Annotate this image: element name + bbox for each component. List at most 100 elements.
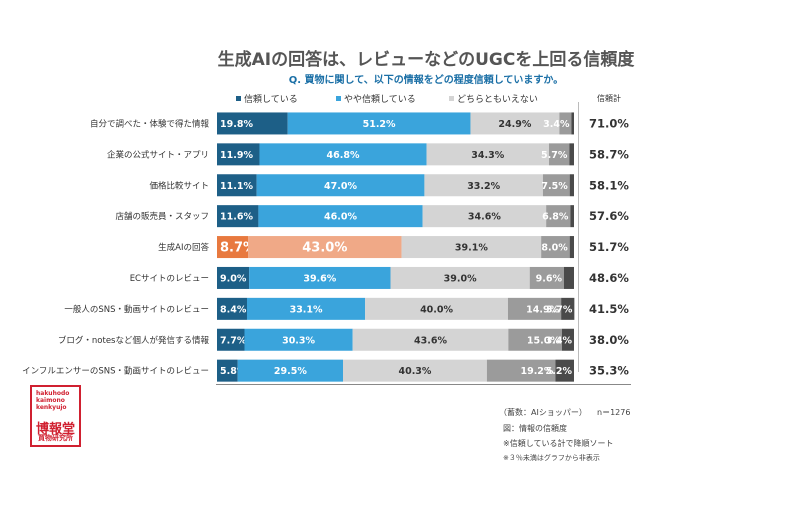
bar-segment <box>217 143 260 166</box>
category-label: 一般人のSNS・動画サイトのレビュー <box>64 304 209 315</box>
bar-segment <box>426 143 550 166</box>
data-label: 30.3% <box>282 335 315 346</box>
bar-segment <box>258 205 423 228</box>
bar-segment <box>486 359 556 382</box>
data-label: 34.6% <box>468 212 501 223</box>
bar-segment <box>561 328 574 351</box>
logo-main: 博報堂 <box>35 422 75 437</box>
bar-segment <box>549 143 570 166</box>
data-label: 39.6% <box>303 273 336 284</box>
bar-segment <box>424 174 543 197</box>
bar-segment <box>259 143 427 166</box>
data-label: 47.0% <box>324 181 357 192</box>
data-label: 43.0% <box>302 241 347 256</box>
legend-item-neutral: どちらともいえない <box>449 92 538 105</box>
data-label: 51.2% <box>363 119 396 130</box>
data-label: 33.2% <box>467 181 500 192</box>
logo-sub: 買物研究所 <box>38 434 73 442</box>
data-label: 9.6% <box>536 273 563 284</box>
data-label: 43.6% <box>414 335 447 346</box>
total-value: 41.5% <box>589 302 629 316</box>
bar-segment <box>564 266 574 289</box>
chart-title: 生成AIの回答は、レビューなどのUGCを上回る信頼度 <box>217 50 635 70</box>
data-label: 46.8% <box>327 150 360 161</box>
bar-segment <box>217 359 238 382</box>
hakuhodo-logo: hakuhodo kaimono kenkyujo 博報堂 買物研究所 <box>30 385 81 447</box>
data-label: 33.1% <box>290 304 323 315</box>
bar-segment <box>561 297 575 320</box>
bar-segment <box>569 174 574 197</box>
source-note: （蓄数：AIショッパー） <box>499 408 587 417</box>
bar-segment <box>542 174 570 197</box>
data-label: 19.2% <box>520 366 553 377</box>
data-label: 5.2% <box>546 366 573 377</box>
data-label: 6.8% <box>542 212 569 223</box>
data-label: 40.0% <box>420 304 453 315</box>
data-label: 19.8% <box>220 119 253 130</box>
bar-segment <box>401 236 542 259</box>
chart-bottom-line <box>216 384 631 385</box>
total-value: 51.7% <box>589 240 629 254</box>
bar-segment <box>217 205 259 228</box>
threshold-note: ※３％未満はグラフから非表示 <box>503 454 600 462</box>
legend-item-trust: 信頼している <box>236 92 298 105</box>
data-label: 8.7% <box>220 241 256 256</box>
chart-subtitle: Q. 買物に関して、以下の情報をどの程度信頼していますか。 <box>288 75 564 86</box>
total-value: 48.6% <box>589 271 629 285</box>
total-value: 35.3% <box>589 364 629 378</box>
bar-segment <box>555 359 574 382</box>
data-label: 11.9% <box>220 150 253 161</box>
figure-caption: 図：情報の信頼度 <box>503 424 567 433</box>
category-label: ブログ・notesなど個人が発信する情報 <box>58 335 210 346</box>
total-value: 58.7% <box>589 147 629 161</box>
data-label: 46.0% <box>324 212 357 223</box>
data-label: 14.9% <box>526 304 559 315</box>
data-label: 40.3% <box>398 366 431 377</box>
bar-segment <box>569 143 574 166</box>
bar-segment <box>237 359 344 382</box>
logo-line-3: kenkyujo <box>36 404 67 411</box>
bar-segment <box>217 266 250 289</box>
bar-segment <box>571 112 574 135</box>
data-label: 5.7% <box>541 150 568 161</box>
category-label: 価格比較サイト <box>149 180 209 191</box>
bar-segment <box>248 236 402 259</box>
total-divider <box>578 102 579 372</box>
bar-segment <box>569 236 574 259</box>
data-label: 8.4% <box>220 304 247 315</box>
data-label: 7.7% <box>220 335 247 346</box>
total-value: 58.1% <box>589 178 629 192</box>
data-label: 3.4% <box>543 119 570 130</box>
bar-segment <box>541 236 570 259</box>
legend-swatch-neutral <box>449 96 454 101</box>
data-label: 7.5% <box>541 181 568 192</box>
bar-segment <box>390 266 530 289</box>
data-label: 15.0% <box>527 335 560 346</box>
bar-segment <box>217 236 249 259</box>
data-label: 5.8% <box>220 366 247 377</box>
data-label: 39.0% <box>444 273 477 284</box>
bar-segment <box>352 328 509 351</box>
data-label: 39.1% <box>455 243 488 254</box>
bar-segment <box>249 266 391 289</box>
category-label: 生成AIの回答 <box>158 242 209 253</box>
bar-segment <box>246 297 366 320</box>
category-label: 店舗の販売員・スタッフ <box>115 211 209 222</box>
data-label: 34.3% <box>471 150 504 161</box>
bar-segment <box>559 112 572 135</box>
data-label: 3.4% <box>546 335 573 346</box>
category-label: 企業の公式サイト・アプリ <box>107 149 209 160</box>
legend-swatch-somewhat-trust <box>336 96 341 101</box>
logo-line-2: kaimono <box>36 397 65 404</box>
bar-segment <box>217 174 257 197</box>
bar-segment <box>507 297 562 320</box>
data-label: 8.0% <box>541 243 568 254</box>
bar-segment <box>343 359 487 382</box>
bar-segment <box>529 266 564 289</box>
legend-item-somewhat-trust: やや信頼している <box>336 92 416 105</box>
bar-segment <box>422 205 547 228</box>
logo-line-1: hakuhodo <box>36 390 70 397</box>
category-label: 自分で調べた・体験で得た情報 <box>90 118 210 129</box>
legend-label-trust: 信頼している <box>244 95 298 105</box>
sort-note: ※信頼している計で降順ソート <box>503 439 614 448</box>
